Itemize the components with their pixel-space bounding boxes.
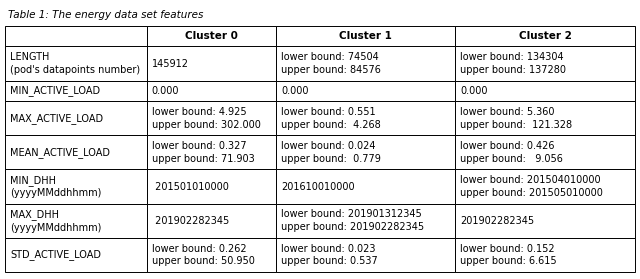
- Text: Table 1: The energy data set features: Table 1: The energy data set features: [8, 10, 204, 20]
- Text: 201902282345: 201902282345: [152, 216, 229, 226]
- Bar: [276, 204, 456, 238]
- Text: 0.000: 0.000: [281, 86, 308, 96]
- Bar: [5, 47, 147, 81]
- Text: MIN_ACTIVE_LOAD: MIN_ACTIVE_LOAD: [10, 85, 100, 96]
- Bar: [456, 170, 635, 204]
- Bar: [147, 204, 276, 238]
- Text: lower bound: 0.152
upper bound: 6.615: lower bound: 0.152 upper bound: 6.615: [460, 244, 557, 266]
- Text: 201501010000: 201501010000: [152, 182, 228, 192]
- Text: MIN_DHH
(yyyyMMddhhmm): MIN_DHH (yyyyMMddhhmm): [10, 175, 101, 198]
- Bar: [456, 26, 635, 47]
- Bar: [5, 238, 147, 272]
- Text: 0.000: 0.000: [152, 86, 179, 96]
- Bar: [456, 238, 635, 272]
- Text: MEAN_ACTIVE_LOAD: MEAN_ACTIVE_LOAD: [10, 147, 110, 158]
- Bar: [147, 26, 276, 47]
- Bar: [147, 81, 276, 101]
- Text: 145912: 145912: [152, 59, 189, 69]
- Bar: [147, 47, 276, 81]
- Bar: [147, 238, 276, 272]
- Bar: [147, 170, 276, 204]
- Text: lower bound: 134304
upper bound: 137280: lower bound: 134304 upper bound: 137280: [460, 52, 566, 75]
- Bar: [147, 101, 276, 135]
- Bar: [5, 101, 147, 135]
- Bar: [147, 135, 276, 170]
- Text: LENGTH
(pod's datapoints number): LENGTH (pod's datapoints number): [10, 52, 140, 75]
- Text: lower bound: 4.925
upper bound: 302.000: lower bound: 4.925 upper bound: 302.000: [152, 107, 260, 130]
- Bar: [276, 238, 456, 272]
- Bar: [276, 81, 456, 101]
- Bar: [456, 135, 635, 170]
- Text: lower bound: 0.327
upper bound: 71.903: lower bound: 0.327 upper bound: 71.903: [152, 141, 255, 164]
- Text: MAX_ACTIVE_LOAD: MAX_ACTIVE_LOAD: [10, 113, 103, 124]
- Bar: [276, 101, 456, 135]
- Bar: [276, 26, 456, 47]
- Text: Cluster 1: Cluster 1: [339, 31, 392, 41]
- Text: lower bound: 0.262
upper bound: 50.950: lower bound: 0.262 upper bound: 50.950: [152, 244, 255, 266]
- Bar: [456, 47, 635, 81]
- Text: lower bound: 5.360
upper bound:  121.328: lower bound: 5.360 upper bound: 121.328: [460, 107, 573, 130]
- Text: lower bound: 0.023
upper bound: 0.537: lower bound: 0.023 upper bound: 0.537: [281, 244, 378, 266]
- Text: lower bound: 201504010000
upper bound: 201505010000: lower bound: 201504010000 upper bound: 2…: [460, 175, 604, 198]
- Text: lower bound: 0.426
upper bound:   9.056: lower bound: 0.426 upper bound: 9.056: [460, 141, 563, 164]
- Text: 0.000: 0.000: [460, 86, 488, 96]
- Bar: [5, 81, 147, 101]
- Bar: [456, 101, 635, 135]
- Bar: [276, 170, 456, 204]
- Bar: [276, 47, 456, 81]
- Bar: [456, 81, 635, 101]
- Bar: [5, 26, 147, 47]
- Bar: [456, 204, 635, 238]
- Text: Cluster 0: Cluster 0: [185, 31, 238, 41]
- Text: lower bound: 74504
upper bound: 84576: lower bound: 74504 upper bound: 84576: [281, 52, 381, 75]
- Text: MAX_DHH
(yyyyMMddhhmm): MAX_DHH (yyyyMMddhhmm): [10, 209, 101, 233]
- Text: Cluster 2: Cluster 2: [519, 31, 572, 41]
- Bar: [5, 170, 147, 204]
- Bar: [276, 135, 456, 170]
- Text: STD_ACTIVE_LOAD: STD_ACTIVE_LOAD: [10, 249, 101, 260]
- Text: lower bound: 201901312345
upper bound: 201902282345: lower bound: 201901312345 upper bound: 2…: [281, 209, 424, 232]
- Text: 201610010000: 201610010000: [281, 182, 355, 192]
- Text: lower bound: 0.551
upper bound:  4.268: lower bound: 0.551 upper bound: 4.268: [281, 107, 381, 130]
- Bar: [5, 135, 147, 170]
- Text: lower bound: 0.024
upper bound:  0.779: lower bound: 0.024 upper bound: 0.779: [281, 141, 381, 164]
- Text: 201902282345: 201902282345: [460, 216, 534, 226]
- Bar: [5, 204, 147, 238]
